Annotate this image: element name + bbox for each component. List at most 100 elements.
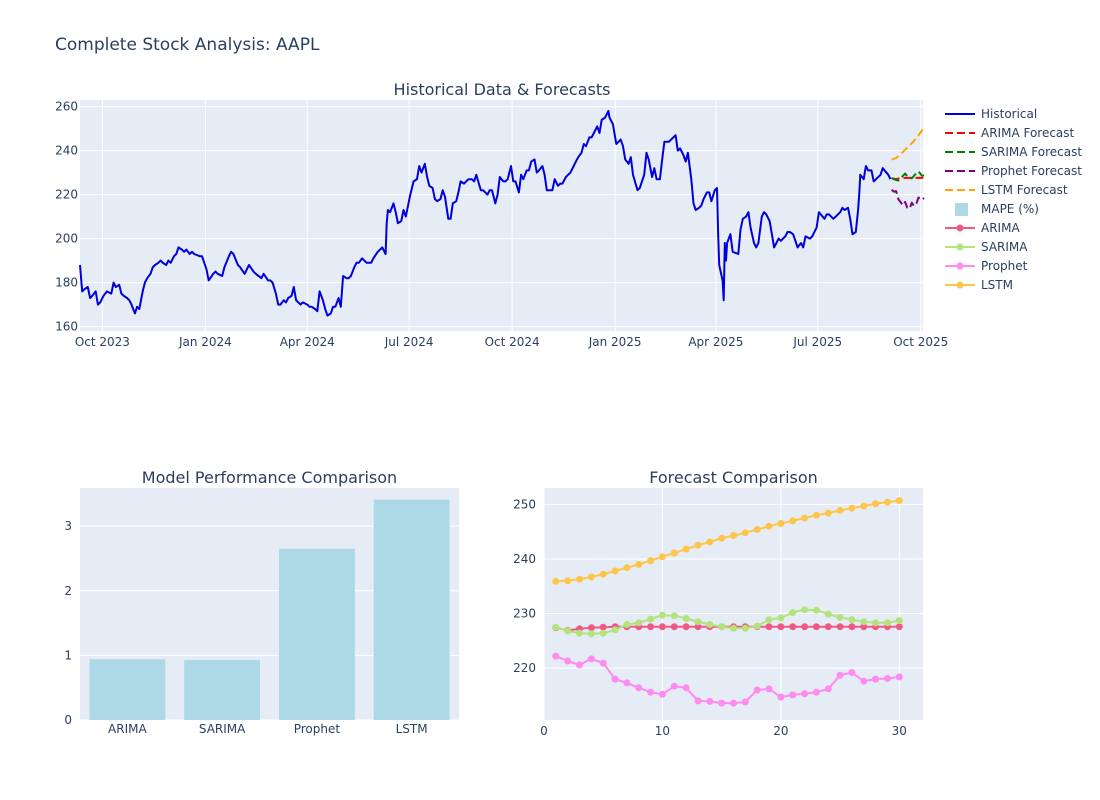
prophet-point — [670, 682, 678, 690]
sarima-point — [635, 619, 643, 627]
prophet-point — [552, 652, 560, 660]
historical-forecast-chart: Oct 2023 Jan 2024 Apr 2024 Jul 2024 Oct 2024… — [55, 100, 948, 349]
lstm-point — [623, 564, 631, 572]
x-tick-label: 0 — [540, 724, 548, 738]
y-tick-label: 240 — [513, 552, 536, 566]
legend-label: SARIMA — [981, 240, 1028, 254]
arima-point — [860, 623, 868, 631]
legend-item-prophet-forecast[interactable]: Prophet Forecast — [945, 164, 1082, 178]
bar-arima — [89, 659, 166, 720]
arima-point — [848, 623, 856, 631]
lstm-point — [860, 502, 868, 510]
x-tick-label: Apr 2024 — [280, 335, 335, 349]
sarima-point — [789, 609, 797, 616]
historical-series-line — [79, 110, 892, 317]
forecast-comparison-title: Forecast Comparison — [649, 468, 818, 487]
arima-point — [812, 623, 820, 631]
sarima-point — [599, 629, 607, 637]
sarima-point — [872, 619, 880, 627]
prophet-point — [765, 685, 773, 693]
y-tick-label: 1 — [64, 648, 72, 662]
x-tick-label: Jul 2024 — [384, 335, 434, 349]
arima-point — [789, 623, 797, 631]
lstm-point — [777, 520, 785, 527]
lstm-forecast-series-line — [891, 126, 925, 161]
x-tick-label: Oct 2024 — [485, 335, 540, 349]
sarima-point — [824, 610, 832, 618]
y-tick-label: 3 — [64, 519, 72, 533]
lstm-point — [670, 549, 678, 557]
sarima-point — [777, 614, 785, 622]
y-tick-label: 2 — [64, 584, 72, 598]
lstm-point — [884, 498, 891, 506]
arima-point — [765, 623, 773, 631]
sarima-point — [670, 612, 678, 620]
lstm-point — [658, 553, 666, 561]
legend-label: LSTM — [981, 278, 1013, 292]
sarima-point — [623, 621, 631, 628]
lstm-point — [647, 557, 655, 565]
arima-point — [670, 623, 678, 631]
prophet-forecast-series-line — [891, 189, 925, 210]
plot-area — [544, 488, 923, 720]
legend-item-lstm[interactable]: LSTM — [945, 278, 1013, 292]
sarima-point — [812, 606, 820, 614]
model-performance-chart: 0 1 2 3 ARIMA SARIMA Prophet LSTM — [64, 488, 459, 736]
legend-item-arima-forecast[interactable]: ARIMA Forecast — [945, 126, 1075, 140]
sarima-point — [836, 613, 844, 621]
x-tick-label: SARIMA — [199, 722, 246, 736]
arima-point — [694, 623, 702, 631]
prophet-point — [623, 679, 631, 687]
forecast-comparison-chart: 0 10 20 30 220 230 240 250 — [513, 488, 923, 738]
page-title: Complete Stock Analysis: AAPL — [55, 35, 320, 55]
prophet-point — [635, 684, 643, 692]
legend-item-prophet[interactable]: Prophet — [945, 259, 1028, 273]
sarima-point — [552, 623, 560, 631]
prophet-point — [730, 699, 737, 707]
legend-item-mape[interactable]: MAPE (%) — [955, 202, 1039, 216]
sarima-point — [647, 615, 655, 623]
sarima-point — [694, 618, 702, 626]
y-tick-label: 160 — [55, 320, 78, 334]
y-tick-label: 200 — [55, 232, 78, 246]
prophet-point — [860, 677, 868, 685]
sarima-point — [576, 629, 583, 637]
legend-marker — [956, 262, 964, 270]
sarima-point — [706, 621, 714, 628]
arima-point — [599, 623, 607, 631]
prophet-point — [587, 655, 595, 663]
prophet-point — [801, 690, 809, 698]
sarima-point — [753, 622, 761, 630]
sarima-point — [801, 606, 809, 614]
legend-item-sarima-forecast[interactable]: SARIMA Forecast — [945, 145, 1082, 159]
prophet-point — [599, 659, 607, 667]
prophet-point — [576, 661, 583, 669]
sarima-point — [587, 630, 595, 638]
legend-marker — [956, 281, 964, 289]
y-tick-label: 220 — [55, 188, 78, 202]
sarima-point — [730, 624, 737, 632]
y-tick-label: 250 — [513, 497, 536, 511]
legend-label: ARIMA Forecast — [981, 126, 1075, 140]
legend-item-arima[interactable]: ARIMA — [945, 221, 1020, 235]
legend-item-sarima[interactable]: SARIMA — [945, 240, 1028, 254]
sarima-point — [765, 616, 773, 624]
chart-legend[interactable]: Historical ARIMA Forecast SARIMA Forecast P… — [945, 107, 1082, 292]
x-tick-label: 30 — [892, 724, 907, 738]
arima-point — [801, 623, 809, 631]
prophet-point — [706, 697, 714, 705]
sarima-point — [895, 617, 903, 625]
legend-item-lstm-forecast[interactable]: LSTM Forecast — [945, 183, 1068, 197]
legend-item-historical[interactable]: Historical — [945, 107, 1037, 121]
y-tick-label: 230 — [513, 607, 536, 621]
sarima-point — [611, 626, 619, 634]
arima-point — [587, 624, 595, 632]
legend-label: Prophet Forecast — [981, 164, 1082, 178]
legend-marker — [956, 243, 964, 251]
bar-sarima — [184, 659, 261, 720]
prophet-point — [647, 688, 655, 696]
bar-lstm — [373, 499, 450, 720]
x-tick-label: 20 — [773, 724, 788, 738]
x-tick-label: Oct 2023 — [75, 335, 130, 349]
